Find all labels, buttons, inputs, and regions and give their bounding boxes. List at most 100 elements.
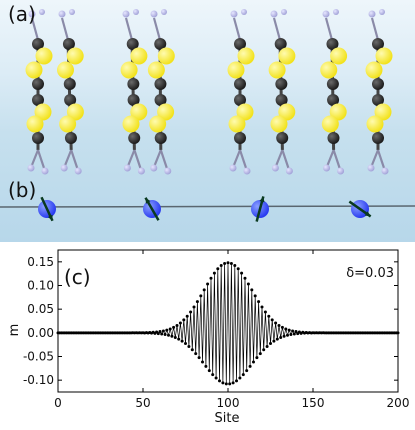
- panel-c-label: (c): [64, 265, 91, 289]
- carbon-atom: [326, 78, 339, 90]
- carbon-atom: [234, 38, 246, 50]
- data-point: [163, 333, 167, 336]
- spin-site: [143, 197, 161, 221]
- hydrogen-atom: [74, 167, 82, 175]
- carbon-atom: [274, 38, 287, 50]
- bond: [370, 149, 380, 166]
- sulfur-atom: [237, 47, 255, 65]
- spin-arrow-head: [145, 197, 151, 204]
- sulfur-atom: [66, 47, 84, 65]
- data-point: [279, 335, 283, 339]
- hydrogen-atom: [69, 9, 75, 15]
- data-point: [185, 314, 189, 318]
- sulfur-atom: [34, 103, 52, 121]
- data-point: [260, 305, 264, 309]
- bond: [64, 149, 73, 166]
- hydrogen-atom: [323, 164, 331, 172]
- data-point: [168, 327, 172, 331]
- data-point: [218, 379, 221, 383]
- carbon-atom: [64, 94, 77, 106]
- bond: [152, 17, 162, 41]
- data-point: [173, 335, 177, 339]
- data-point: [233, 264, 237, 268]
- panel-a-label: (a): [8, 2, 36, 26]
- sulfur-atom: [120, 61, 138, 79]
- panel-b-label: (b): [8, 178, 37, 202]
- data-point: [243, 276, 247, 280]
- data-point: [187, 344, 191, 348]
- sulfur-atom: [270, 115, 288, 133]
- x-tick-label: 100: [217, 396, 240, 410]
- data-point: [269, 342, 272, 346]
- carbon-atom: [154, 94, 167, 106]
- carbon-atom: [128, 132, 141, 144]
- sulfur-atom: [374, 103, 392, 121]
- data-point: [216, 267, 220, 271]
- data-point: [204, 364, 208, 368]
- x-tick-label: 150: [302, 396, 325, 410]
- sulfur-atom: [26, 115, 44, 133]
- carbon-atom: [372, 38, 384, 50]
- data-point: [248, 364, 252, 368]
- sulfur-atom: [25, 61, 43, 79]
- hydrogen-atom: [379, 9, 385, 15]
- sulfur-atom: [157, 47, 175, 65]
- spin-chain-line: [0, 205, 415, 208]
- sulfur-atom: [330, 47, 348, 65]
- molecule-column: [365, 9, 393, 175]
- data-point: [255, 356, 259, 360]
- molecule-column: [56, 9, 84, 175]
- data-point: [229, 261, 233, 265]
- data-point: [231, 381, 235, 385]
- hydrogen-atom: [243, 167, 251, 175]
- magnetization-points: [56, 261, 400, 386]
- sulfur-atom: [268, 61, 286, 79]
- data-point: [212, 271, 216, 275]
- delta-annotation: δ=0.03: [346, 266, 394, 281]
- x-tick-label: 200: [387, 396, 410, 410]
- carbon-atom: [32, 78, 44, 90]
- data-point: [160, 332, 164, 336]
- carbon-atom: [63, 78, 76, 90]
- y-tick-label: -0.05: [23, 350, 54, 364]
- data-point: [258, 352, 262, 356]
- bond: [153, 149, 162, 166]
- sulfur-atom: [149, 115, 167, 133]
- data-point: [253, 294, 257, 298]
- sulfur-atom: [130, 103, 148, 121]
- spin-arrow-head: [47, 214, 53, 221]
- data-point: [287, 328, 291, 332]
- carbon-atom: [275, 78, 288, 90]
- data-point: [192, 305, 196, 309]
- data-point: [396, 331, 400, 335]
- data-point: [206, 282, 210, 286]
- data-point: [190, 348, 194, 352]
- data-point: [178, 321, 182, 325]
- y-tick-label: 0.10: [27, 279, 54, 293]
- data-point: [175, 323, 179, 327]
- bond: [238, 149, 248, 169]
- data-point: [286, 333, 289, 337]
- data-point: [250, 288, 254, 292]
- sulfur-atom: [278, 103, 296, 121]
- hydrogen-atom: [322, 10, 330, 18]
- data-point: [221, 381, 225, 385]
- hydrogen-atom: [27, 164, 35, 172]
- data-point: [292, 332, 296, 336]
- data-point: [214, 376, 218, 380]
- sulfur-atom: [130, 47, 148, 65]
- hydrogen-atom: [41, 167, 49, 175]
- data-point: [262, 348, 266, 352]
- data-point: [282, 334, 286, 338]
- carbon-atom: [234, 94, 246, 106]
- carbon-atom: [154, 78, 167, 90]
- data-point: [257, 300, 261, 304]
- magnetization-chart: (c) δ=0.03 Site m 0 50 100 150 200 -0.10 -0.05…: [7, 249, 410, 426]
- data-point: [219, 264, 223, 268]
- data-point: [241, 373, 245, 377]
- carbon-atom: [62, 38, 75, 50]
- carbon-atom: [154, 132, 167, 144]
- data-point: [284, 327, 288, 331]
- data-point: [165, 328, 169, 332]
- carbon-atom: [154, 38, 167, 50]
